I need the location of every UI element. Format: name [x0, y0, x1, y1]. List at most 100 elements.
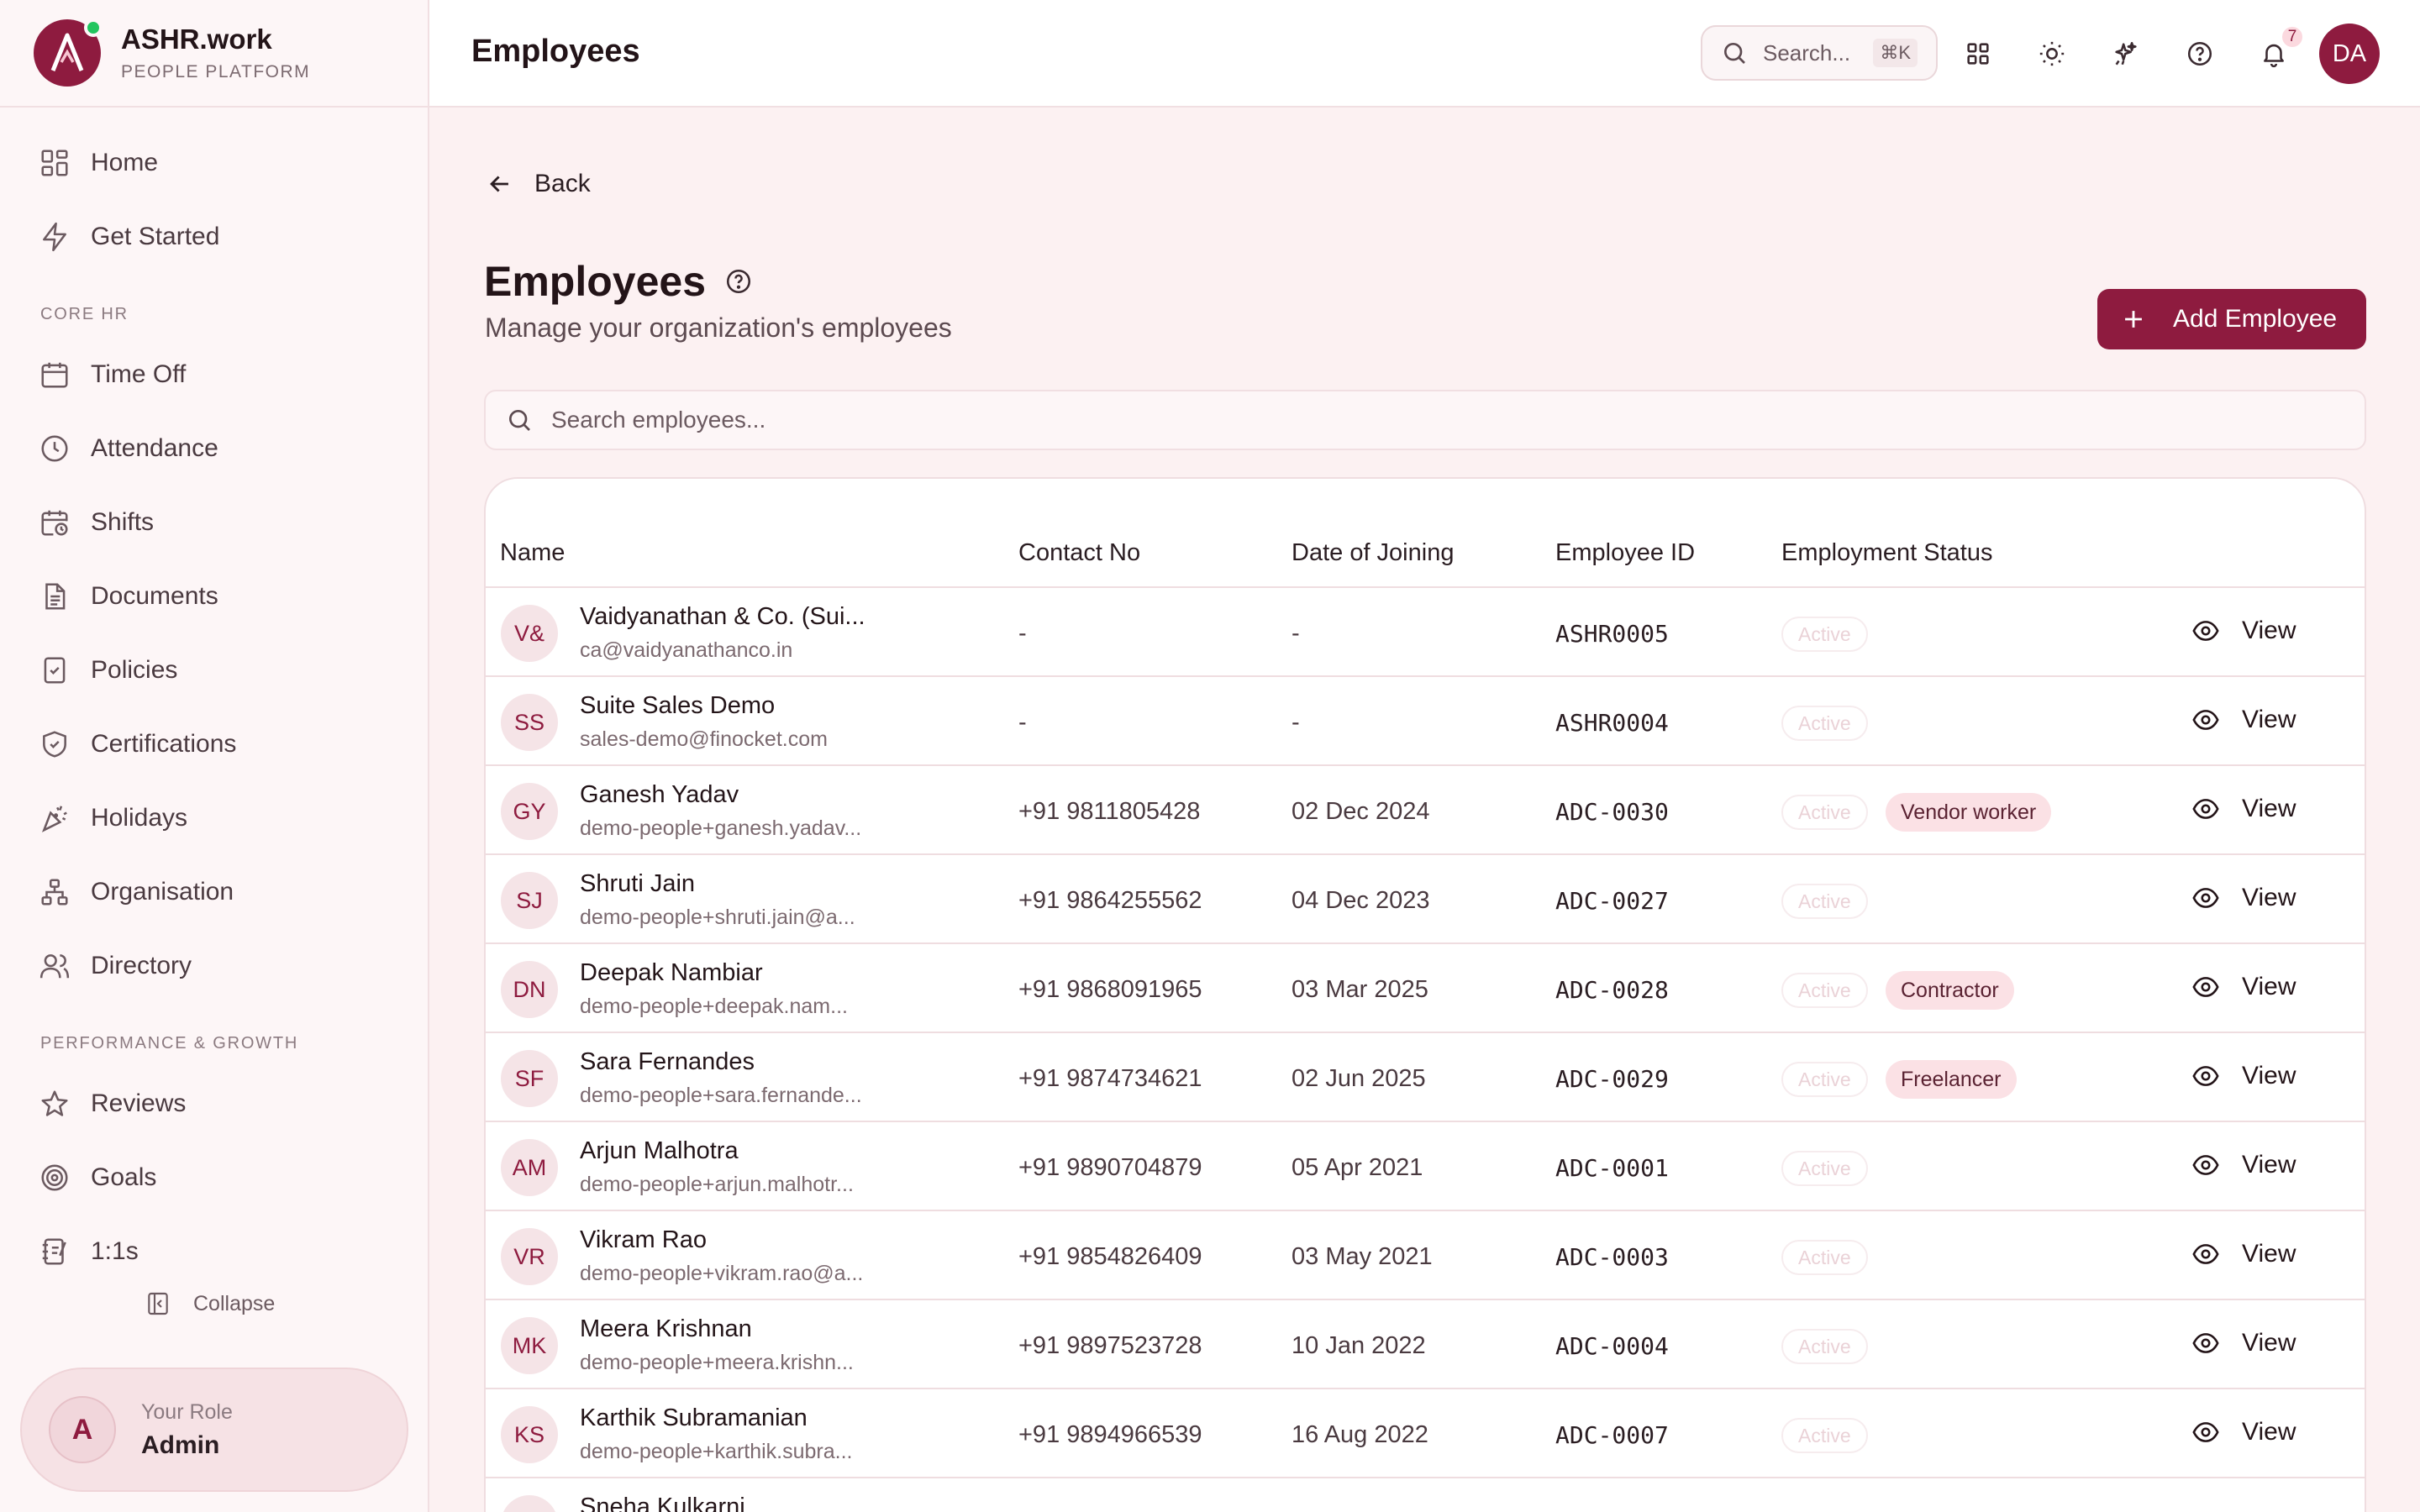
employee-id: ASHR0004 — [1555, 709, 1669, 737]
status-badge: Active — [1781, 706, 1868, 741]
sidebar-item-label: Policies — [91, 656, 178, 684]
sidebar-item-goals[interactable]: Goals — [0, 1141, 428, 1215]
employee-email: sales-demo@finocket.com — [580, 727, 828, 751]
column-header-employee-id[interactable]: Employee ID — [1555, 539, 1696, 566]
status-badge: Active — [1781, 1151, 1868, 1186]
view-employee-button[interactable]: View — [2191, 1329, 2296, 1357]
view-employee-button[interactable]: View — [2191, 1062, 2296, 1090]
collapse-sidebar-button[interactable]: Collapse — [145, 1290, 275, 1317]
party-icon — [41, 806, 67, 832]
ai-assistant-button[interactable] — [2106, 34, 2146, 74]
table-row[interactable]: AM Arjun Malhotra demo-people+arjun.malhot… — [486, 1122, 2365, 1211]
employee-name[interactable]: Vaidyanathan & Co. (Sui... — [580, 603, 865, 630]
employee-date-of-joining: 03 Mar 2025 — [1292, 976, 1428, 1003]
sidebar-item-certifications[interactable]: Certifications — [0, 707, 428, 781]
table-row[interactable]: SF Sara Fernandes demo-people+sara.fernand… — [486, 1033, 2365, 1122]
employee-search-input[interactable]: Search employees... — [484, 390, 2366, 450]
table-row[interactable]: GY Ganesh Yadav demo-people+ganesh.yadav..… — [486, 766, 2365, 855]
document-icon — [45, 583, 66, 610]
table-row[interactable]: DN Deepak Nambiar demo-people+deepak.nam..… — [486, 944, 2365, 1033]
employee-name[interactable]: Karthik Subramanian — [580, 1404, 808, 1431]
sidebar-item-directory[interactable]: Directory — [0, 929, 428, 1003]
sidebar-item-home[interactable]: Home — [0, 126, 428, 200]
global-search[interactable]: Search... ⌘K — [1701, 25, 1938, 81]
eye-icon — [2192, 1066, 2219, 1086]
column-header-name[interactable]: Name — [500, 539, 566, 566]
add-employee-button[interactable]: Add Employee — [2097, 289, 2366, 349]
topbar-title: Employees — [471, 34, 640, 69]
employee-name[interactable]: Ganesh Yadav — [580, 781, 739, 808]
employee-name[interactable]: Arjun Malhotra — [580, 1137, 739, 1164]
sidebar-item-organisation[interactable]: Organisation — [0, 855, 428, 929]
status-badge: Active — [1781, 1240, 1868, 1275]
user-avatar[interactable]: DA — [2319, 24, 2380, 84]
employment-type-tag: Vendor worker — [1886, 793, 2052, 832]
view-employee-button[interactable]: View — [2191, 706, 2296, 734]
sidebar-item-one-on-ones[interactable]: 1:1s — [0, 1215, 428, 1289]
sidebar-item-shifts[interactable]: Shifts — [0, 486, 428, 559]
column-header-contact[interactable]: Contact No — [1018, 539, 1141, 566]
back-button[interactable]: Back — [486, 170, 591, 198]
employee-search-placeholder: Search employees... — [551, 407, 766, 433]
sidebar-item-attendance[interactable]: Attendance — [0, 412, 428, 486]
apps-button[interactable] — [1958, 34, 1998, 74]
view-employee-button[interactable]: View — [2191, 1240, 2296, 1268]
sidebar-item-holidays[interactable]: Holidays — [0, 781, 428, 855]
employee-contact: +91 9897523728 — [1018, 1332, 1202, 1359]
employee-contact: +91 9811805428 — [1018, 798, 1201, 825]
table-row[interactable]: VR Vikram Rao demo-people+vikram.rao@a... +… — [486, 1211, 2365, 1300]
users-icon — [39, 954, 70, 979]
column-header-employment-status[interactable]: Employment Status — [1781, 539, 1993, 566]
table-row[interactable]: V& Vaidyanathan & Co. (Sui... ca@vaidyanat… — [486, 588, 2365, 677]
sidebar-item-documents[interactable]: Documents — [0, 559, 428, 633]
sidebar: ASHR.work PEOPLE PLATFORM Home Get Start… — [0, 0, 429, 1512]
notifications-button[interactable]: 7 — [2254, 25, 2304, 74]
table-row[interactable]: MK Meera Krishnan demo-people+meera.krishn… — [486, 1300, 2365, 1389]
sidebar-item-label: Reviews — [91, 1089, 187, 1117]
table-row[interactable]: SS Suite Sales Demo sales-demo@finocket.co… — [486, 677, 2365, 766]
employee-name[interactable]: Sara Fernandes — [580, 1048, 755, 1075]
sidebar-item-label: Certifications — [91, 730, 237, 758]
employee-date-of-joining: 10 Jan 2022 — [1292, 1332, 1426, 1359]
view-employee-button[interactable]: View — [2191, 617, 2296, 645]
view-employee-button[interactable]: View — [2191, 973, 2296, 1001]
column-header-date-of-joining[interactable]: Date of Joining — [1292, 539, 1455, 566]
help-button[interactable] — [2180, 34, 2220, 74]
calendar-icon — [41, 362, 68, 388]
view-employee-button[interactable]: View — [2191, 1151, 2296, 1179]
employee-name[interactable]: Vikram Rao — [580, 1226, 707, 1253]
employee-name[interactable]: Meera Krishnan — [580, 1315, 752, 1342]
target-icon — [41, 1164, 68, 1191]
view-employee-button[interactable]: View — [2191, 795, 2296, 823]
employee-name[interactable]: Deepak Nambiar — [580, 959, 763, 986]
status-badge: Active — [1781, 973, 1868, 1008]
employee-name[interactable]: Suite Sales Demo — [580, 692, 776, 719]
view-label: View — [2242, 1062, 2296, 1089]
brand[interactable]: ASHR.work PEOPLE PLATFORM — [0, 0, 428, 108]
status-badge: Active — [1781, 617, 1868, 652]
role-card[interactable]: A Your Role Admin — [20, 1368, 408, 1492]
org-chart-icon — [41, 879, 68, 906]
employment-type-tag: Freelancer — [1886, 1060, 2017, 1099]
sidebar-item-get-started[interactable]: Get Started — [0, 200, 428, 274]
global-search-placeholder: Search... — [1763, 39, 1851, 66]
employee-contact: +91 9868091965 — [1018, 976, 1202, 1003]
eye-icon — [2192, 710, 2219, 730]
sidebar-item-time-off[interactable]: Time Off — [0, 338, 428, 412]
employee-name[interactable]: Shruti Jain — [580, 870, 696, 897]
search-icon — [509, 410, 530, 431]
table-row[interactable]: SK Sneha Kulkarni — [486, 1478, 2365, 1512]
bell-icon — [2264, 44, 2284, 68]
table-row[interactable]: KS Karthik Subramanian demo-people+karthik… — [486, 1389, 2365, 1478]
sidebar-item-reviews[interactable]: Reviews — [0, 1067, 428, 1141]
view-employee-button[interactable]: View — [2191, 1418, 2296, 1446]
table-row[interactable]: SJ Shruti Jain demo-people+shruti.jain@a..… — [486, 855, 2365, 944]
eye-icon — [2192, 1333, 2219, 1353]
employee-avatar: VR — [501, 1228, 558, 1285]
employee-name[interactable]: Sneha Kulkarni — [580, 1494, 745, 1512]
view-employee-button[interactable]: View — [2191, 884, 2296, 912]
theme-toggle-button[interactable] — [2032, 34, 2072, 74]
employee-contact: +91 9874734621 — [1018, 1065, 1202, 1092]
help-circle-icon[interactable] — [724, 267, 753, 296]
sidebar-item-policies[interactable]: Policies — [0, 633, 428, 707]
